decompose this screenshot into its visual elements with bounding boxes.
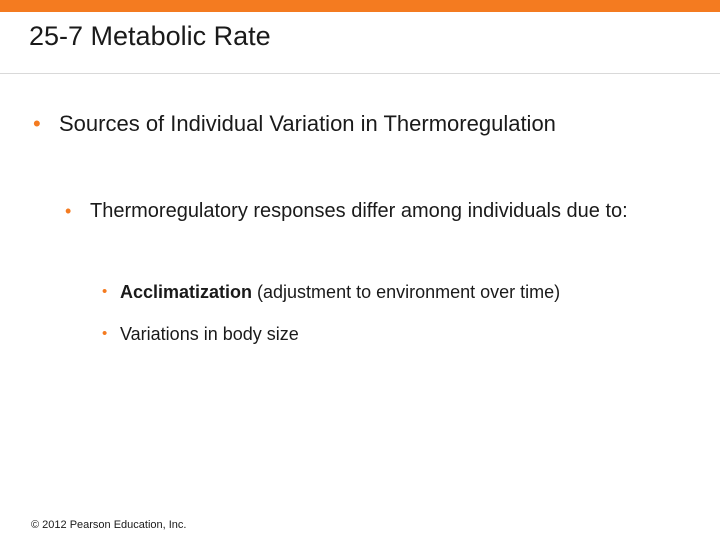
slide-title: 25-7 Metabolic Rate <box>29 21 271 51</box>
bullet-marker: • <box>65 201 72 221</box>
title-divider <box>0 73 720 74</box>
bullet-level1-text: Sources of Individual Variation in Therm… <box>59 111 556 136</box>
copyright-footer: © 2012 Pearson Education, Inc. <box>31 519 187 531</box>
term-description: (adjustment to environment over time) <box>252 282 561 302</box>
bold-term: Acclimatization <box>120 282 253 302</box>
bullet-level2-text: Thermoregulatory responses differ among … <box>90 200 628 222</box>
bullet-level3-text: Variations in body size <box>120 324 299 344</box>
accent-top-bar <box>0 0 720 12</box>
bullet-level3-acclimatization: • Acclimatization (adjustment to environ… <box>102 280 712 304</box>
bullet-marker: • <box>102 325 108 342</box>
bullet-level2: • Thermoregulatory responses differ amon… <box>65 193 705 229</box>
bullet-marker: • <box>102 283 108 300</box>
bullet-level1: • Sources of Individual Variation in The… <box>33 103 673 145</box>
bullet-marker: • <box>33 111 41 136</box>
bullet-level3-text: Acclimatization (adjustment to environme… <box>120 280 712 304</box>
bullet-level3-body-size: • Variations in body size <box>102 322 712 346</box>
